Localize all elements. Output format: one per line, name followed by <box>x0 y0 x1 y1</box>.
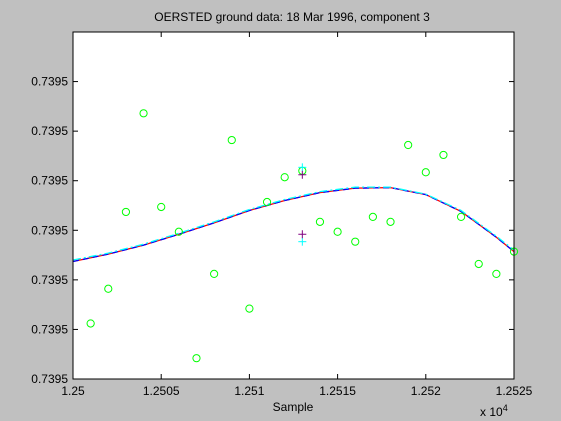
series-layer <box>72 109 519 363</box>
plot-frame <box>72 31 515 380</box>
data-point-circle <box>280 173 289 182</box>
data-point-circle <box>439 150 448 160</box>
data-point-plus <box>298 170 307 179</box>
y-tick-label: 0.7395 <box>31 223 68 237</box>
y-tick-label: 0.7395 <box>31 174 68 188</box>
fit-curve-solid <box>72 186 515 263</box>
data-point-circle <box>421 168 430 177</box>
data-point-circle <box>386 217 395 226</box>
data-point-circle <box>315 217 325 226</box>
x-axis-multiplier-base: x 10 <box>480 405 503 419</box>
chart-title: OERSTED ground data: 18 Mar 1996, compon… <box>154 10 430 24</box>
y-axis: 0.7395 0.7395 0.7395 0.7395 0.7395 0.7395 0.73… <box>31 75 514 386</box>
x-axis: 1.25 1.2505 1.251 1.2515 1.252 1.2525 <box>61 32 533 398</box>
data-point-circle <box>104 284 113 293</box>
data-point-circle <box>456 212 466 222</box>
x-axis-multiplier-exponent: 4 <box>503 403 508 413</box>
data-point-circle <box>351 237 360 246</box>
x-tick-label: 1.2515 <box>319 384 356 398</box>
data-point-circle <box>245 304 254 313</box>
y-tick-label: 0.7395 <box>31 75 68 89</box>
data-point-circle <box>333 227 342 236</box>
data-point-circle <box>227 135 236 145</box>
plot-area <box>73 32 514 379</box>
data-point-circle <box>157 202 166 212</box>
data-point-plus <box>298 230 307 239</box>
x-tick-label: 1.2525 <box>496 384 533 398</box>
data-point-circle <box>368 212 377 222</box>
x-tick-label: 1.25 <box>61 384 85 398</box>
data-point-circle <box>174 227 183 236</box>
data-point-circle <box>262 197 272 207</box>
x-axis-label: Sample <box>273 400 314 414</box>
data-point-circle <box>210 269 219 279</box>
data-point-circle <box>121 207 131 217</box>
data-point-plus <box>298 163 307 172</box>
data-point-circle <box>404 140 413 150</box>
fit-curve-dash-dot <box>72 186 515 261</box>
x-tick-label: 1.2505 <box>143 384 180 398</box>
y-tick-label: 0.7395 <box>31 273 68 287</box>
y-tick-label: 0.7395 <box>31 372 68 386</box>
data-point-circle <box>192 354 201 363</box>
data-point-circle <box>492 269 501 279</box>
data-point-circle <box>474 259 483 269</box>
x-tick-label: 1.252 <box>411 384 441 398</box>
data-point-circle <box>86 319 95 328</box>
data-point-circle <box>139 109 148 118</box>
data-point-plus <box>298 237 307 246</box>
y-tick-label: 0.7395 <box>31 322 68 336</box>
x-tick-label: 1.251 <box>234 384 264 398</box>
y-tick-label: 0.7395 <box>31 124 68 138</box>
x-axis-multiplier: x 104 <box>480 403 508 419</box>
